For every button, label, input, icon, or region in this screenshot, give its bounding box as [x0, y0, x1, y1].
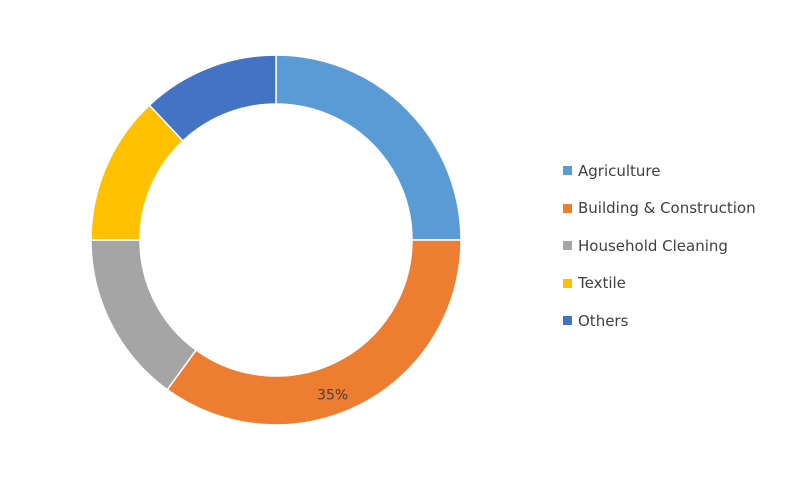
chart-legend: Agriculture Building & Construction Hous… — [563, 152, 756, 340]
data-label-building-construction: 35% — [317, 387, 348, 403]
legend-item-agriculture: Agriculture — [563, 152, 756, 190]
legend-swatch-household-cleaning — [563, 241, 572, 251]
legend-swatch-building-construction — [563, 203, 572, 213]
legend-label-textile: Textile — [578, 274, 626, 293]
legend-item-household-cleaning: Household Cleaning — [563, 227, 756, 265]
donut-slice-others — [148, 54, 277, 142]
legend-item-textile: Textile — [563, 265, 756, 303]
legend-label-building-construction: Building & Construction — [578, 199, 756, 218]
legend-swatch-agriculture — [563, 166, 572, 176]
legend-item-building-construction: Building & Construction — [563, 190, 756, 228]
legend-label-agriculture: Agriculture — [578, 161, 661, 180]
donut-slice-household-cleaning — [90, 239, 198, 391]
legend-swatch-textile — [563, 278, 572, 288]
donut-slice-agriculture — [275, 54, 462, 241]
legend-item-others: Others — [563, 302, 756, 340]
legend-swatch-others — [563, 316, 572, 326]
legend-label-household-cleaning: Household Cleaning — [578, 236, 728, 255]
legend-label-others: Others — [578, 311, 629, 330]
donut-slice-building-construction — [166, 239, 462, 426]
